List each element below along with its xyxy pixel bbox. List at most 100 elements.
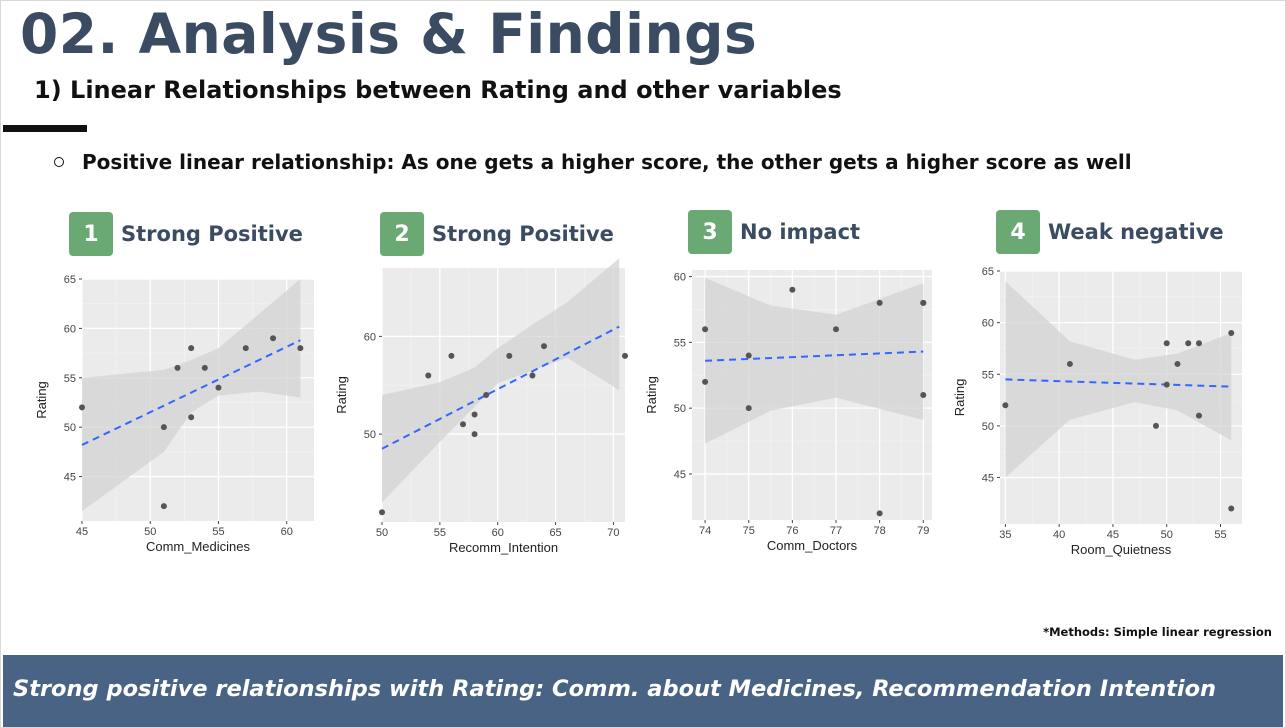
data-point bbox=[379, 509, 385, 516]
regression-line bbox=[381, 325, 620, 450]
y-tick-label: 65 bbox=[64, 274, 76, 286]
title-underline bbox=[3, 125, 87, 132]
panel-heading-3: 3 No impact bbox=[688, 210, 860, 254]
panel-heading-1: 1 Strong Positive bbox=[69, 212, 303, 256]
y-tick-label: 65 bbox=[982, 266, 994, 278]
x-tick-label: 50 bbox=[1161, 529, 1173, 541]
data-point bbox=[425, 372, 432, 379]
data-point bbox=[1174, 360, 1181, 367]
x-tick-label: 50 bbox=[376, 527, 388, 539]
data-point bbox=[483, 392, 490, 398]
x-tick-label: 35 bbox=[999, 529, 1011, 541]
panel-heading-4: 4 Weak negative bbox=[996, 210, 1224, 254]
data-point bbox=[876, 510, 883, 517]
scatter-plot-4: 35 40 45 50 55 45 50 55 60 65 Room_Quietness Rating bbox=[952, 266, 1242, 557]
data-point bbox=[702, 378, 709, 385]
y-tick-label: 55 bbox=[64, 373, 76, 385]
y-axis-label: Rating bbox=[34, 381, 49, 419]
panel-label: Weak negative bbox=[1048, 220, 1224, 244]
data-point bbox=[789, 286, 796, 293]
confidence-band bbox=[82, 279, 301, 512]
data-point bbox=[1228, 505, 1235, 512]
y-tick-label: 45 bbox=[982, 473, 994, 485]
x-tick-label: 50 bbox=[144, 526, 156, 538]
data-point bbox=[529, 372, 536, 379]
y-tick-label: 55 bbox=[674, 337, 686, 349]
data-point bbox=[1195, 412, 1202, 419]
y-tick-label: 60 bbox=[364, 331, 376, 343]
number-badge: 2 bbox=[380, 212, 424, 256]
y-axis-label: Rating bbox=[952, 379, 967, 417]
data-point bbox=[201, 364, 208, 371]
data-point bbox=[622, 352, 628, 359]
data-point bbox=[541, 343, 547, 350]
y-tick-label: 60 bbox=[982, 318, 994, 330]
regression-line bbox=[705, 350, 924, 362]
number-badge: 3 bbox=[688, 210, 732, 254]
x-axis-label: Comm_Doctors bbox=[767, 538, 858, 553]
data-point bbox=[188, 414, 195, 421]
regression-line bbox=[1005, 378, 1232, 388]
data-point bbox=[297, 345, 304, 352]
x-tick-label: 74 bbox=[699, 525, 711, 537]
data-point bbox=[215, 384, 222, 391]
footer-banner: Strong positive relationships with Ratin… bbox=[3, 655, 1283, 727]
data-point bbox=[242, 345, 249, 352]
data-point bbox=[188, 345, 195, 352]
confidence-band bbox=[382, 258, 620, 503]
x-tick-label: 55 bbox=[434, 527, 446, 539]
data-point bbox=[506, 352, 513, 359]
hollow-bullet-icon bbox=[54, 156, 64, 167]
x-tick-label: 40 bbox=[1053, 529, 1065, 541]
methods-note: *Methods: Simple linear regression bbox=[1043, 625, 1272, 639]
data-point bbox=[920, 392, 927, 398]
bullet-text: Positive linear relationship: As one get… bbox=[82, 150, 1132, 174]
x-tick-label: 45 bbox=[1107, 529, 1119, 541]
x-tick-label: 45 bbox=[76, 526, 88, 538]
x-tick-label: 55 bbox=[212, 526, 224, 538]
x-tick-label: 55 bbox=[1214, 529, 1226, 541]
data-point bbox=[1152, 422, 1159, 429]
y-axis-label: Rating bbox=[644, 376, 659, 414]
y-tick-label: 60 bbox=[674, 272, 686, 284]
number-badge: 4 bbox=[996, 210, 1040, 254]
data-point bbox=[920, 299, 927, 306]
x-axis-label: Room_Quietness bbox=[1071, 542, 1172, 557]
x-axis-label: Recomm_Intention bbox=[449, 540, 558, 555]
x-axis-label: Comm_Medicines bbox=[146, 539, 251, 554]
number-badge: 1 bbox=[69, 212, 113, 256]
data-point bbox=[1185, 340, 1192, 347]
data-point bbox=[702, 326, 709, 333]
data-point bbox=[1195, 340, 1202, 347]
y-tick-label: 45 bbox=[64, 472, 76, 484]
y-tick-label: 50 bbox=[982, 421, 994, 433]
data-point bbox=[471, 411, 478, 418]
regression-line bbox=[81, 339, 301, 446]
x-tick-label: 60 bbox=[281, 526, 293, 538]
data-point bbox=[270, 335, 277, 342]
data-point bbox=[174, 364, 181, 371]
confidence-band bbox=[1005, 281, 1232, 478]
data-point bbox=[1002, 402, 1009, 409]
x-tick-label: 70 bbox=[607, 527, 619, 539]
data-point bbox=[79, 404, 85, 411]
panel-label: Strong Positive bbox=[432, 222, 614, 246]
data-point bbox=[160, 424, 167, 431]
data-point bbox=[1228, 329, 1235, 336]
data-point bbox=[833, 326, 839, 333]
panel-label: No impact bbox=[740, 220, 861, 244]
scatter-plot-3: 74 75 76 77 78 79 45 50 55 60 Comm_Doctors Rating bbox=[644, 270, 932, 553]
page-title: 02. Analysis & Findings bbox=[20, 2, 758, 66]
data-point bbox=[160, 503, 167, 510]
confidence-band bbox=[705, 277, 924, 444]
x-tick-label: 79 bbox=[917, 525, 929, 537]
x-tick-label: 77 bbox=[830, 525, 842, 537]
data-point bbox=[448, 352, 455, 359]
data-point bbox=[1163, 340, 1170, 347]
section-subtitle: 1) Linear Relationships between Rating a… bbox=[34, 76, 842, 104]
data-point bbox=[745, 405, 752, 412]
x-tick-label: 75 bbox=[743, 525, 755, 537]
x-tick-label: 65 bbox=[549, 527, 561, 539]
panel-heading-2: 2 Strong Positive bbox=[380, 212, 614, 256]
